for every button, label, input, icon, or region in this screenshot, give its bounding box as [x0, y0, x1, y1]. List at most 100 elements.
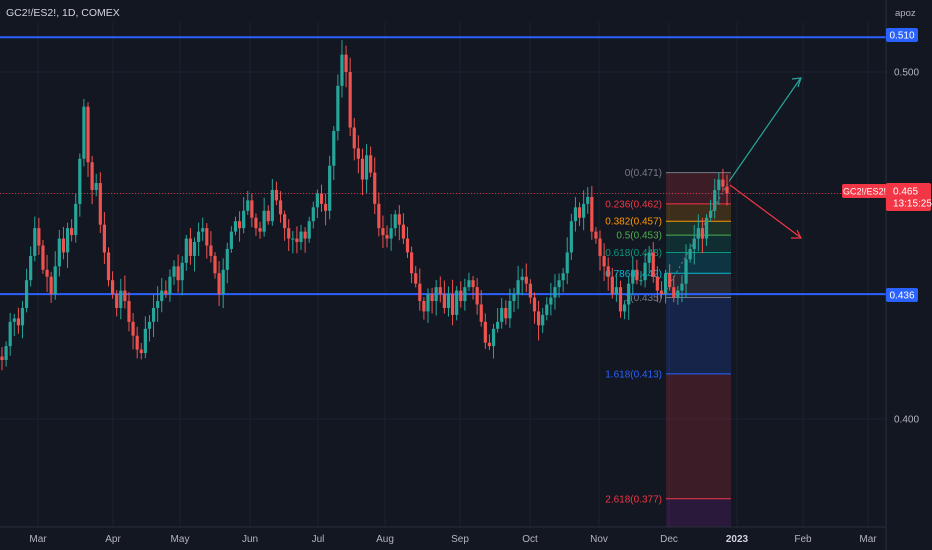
time-tick-label: Mar — [29, 534, 47, 545]
candle-body — [348, 72, 352, 128]
candle-body — [651, 252, 655, 277]
candle-body — [246, 200, 250, 211]
candle-body — [483, 321, 487, 343]
candle-body — [430, 294, 434, 302]
candle-body — [405, 238, 410, 253]
candle-body — [102, 224, 107, 253]
price-axis[interactable]: 0.400 0.500 — [885, 0, 919, 550]
fib-zone-band — [666, 373, 731, 499]
svg-text:GC2!/ES2!: GC2!/ES2! — [843, 187, 886, 197]
candle-body — [684, 259, 688, 284]
candle-body — [197, 231, 201, 243]
time-tick-label: Dec — [660, 534, 678, 545]
candle-body — [319, 193, 324, 204]
candle-body — [569, 221, 573, 253]
candle-body — [205, 228, 209, 246]
candle-body — [332, 130, 336, 166]
candle-body — [94, 183, 98, 190]
candle-body — [201, 228, 205, 232]
candle-body — [336, 85, 340, 131]
candle-body — [422, 301, 426, 312]
candle-body — [307, 221, 311, 239]
projection-arrows[interactable] — [663, 77, 802, 295]
time-tick-label: Jul — [312, 534, 325, 545]
candle-body — [631, 269, 635, 284]
last-price-badge: 0.465 13:15:25 — [886, 183, 932, 211]
candle-body — [86, 106, 90, 163]
candle-body — [434, 287, 438, 302]
candle-body — [487, 342, 492, 347]
candle-body — [156, 301, 160, 308]
candle-body — [139, 349, 143, 354]
candle-body — [369, 155, 373, 173]
candle-body — [438, 287, 442, 295]
candle-body — [188, 238, 193, 256]
candle-body — [164, 290, 168, 295]
fib-level-label: 0.618(0.448) — [605, 248, 662, 259]
candle-body — [57, 238, 61, 267]
candle-body — [676, 290, 680, 298]
candle-body — [606, 266, 610, 277]
candle-body — [356, 148, 360, 159]
candle-body — [586, 196, 590, 204]
candle-body — [147, 321, 152, 329]
candle-body — [680, 283, 684, 291]
candle-body — [639, 280, 643, 282]
candle-body — [549, 297, 553, 305]
candle-body — [287, 228, 291, 239]
down-arrow-head — [791, 229, 802, 239]
level-badge-upper: 0.510 — [886, 28, 918, 42]
down-arrow-line[interactable] — [729, 184, 801, 238]
candle-body — [696, 228, 700, 239]
candle-body — [119, 290, 123, 308]
candle-body — [65, 228, 70, 253]
candle-body — [274, 189, 279, 201]
fibonacci-retracement[interactable]: 0(0.471) 0.236(0.462) 0.382(0.457) 0.5(0.45… — [605, 168, 731, 527]
candle-body — [516, 280, 520, 295]
time-tick-label: Feb — [794, 534, 812, 545]
candle-body — [311, 207, 315, 222]
fib-level-label: 2.618(0.377) — [605, 494, 662, 505]
fib-level-label: 1.618(0.413) — [605, 369, 662, 380]
candle-body — [303, 231, 307, 239]
candle-body — [541, 314, 545, 326]
candle-body — [250, 200, 254, 218]
up-arrow-line[interactable] — [729, 78, 801, 181]
time-tick-label: 2023 — [726, 534, 749, 545]
candle-body — [668, 273, 672, 288]
candle-body — [524, 276, 528, 284]
fib-level-label: 0.236(0.462) — [605, 199, 662, 210]
candle-body — [377, 203, 381, 229]
candle-body — [135, 335, 139, 350]
candle-body — [16, 318, 20, 326]
candle-body — [717, 179, 721, 190]
candle-body — [143, 328, 147, 354]
time-tick-label: Oct — [522, 534, 538, 545]
candle-body — [20, 307, 25, 326]
candle-body — [455, 290, 459, 315]
candle-body — [414, 273, 418, 284]
candle-body — [459, 290, 463, 302]
candle-body — [610, 276, 614, 295]
time-tick-label: Jun — [242, 534, 258, 545]
time-axis[interactable]: Mar Apr May Jun Jul Aug Sep Oct Nov Dec 2023 Feb Mar — [0, 526, 886, 545]
candle-body — [278, 200, 283, 215]
candle-body — [24, 280, 29, 308]
candle-body — [463, 287, 467, 302]
candle-body — [700, 228, 705, 239]
candle-body — [512, 294, 516, 302]
candle-body — [225, 248, 229, 270]
candle-body — [655, 276, 659, 291]
candlestick-series[interactable] — [0, 40, 729, 371]
candle-body — [500, 307, 504, 322]
candle-body — [221, 269, 225, 295]
candle-body — [192, 242, 197, 256]
fib-level-label: 0(0.471) — [625, 168, 662, 179]
candle-body — [688, 248, 692, 260]
candle-body — [299, 231, 303, 243]
candle-body — [37, 228, 41, 246]
price-tick-label: 0.500 — [894, 68, 919, 79]
level-badge-lower: 0.436 — [886, 288, 918, 302]
